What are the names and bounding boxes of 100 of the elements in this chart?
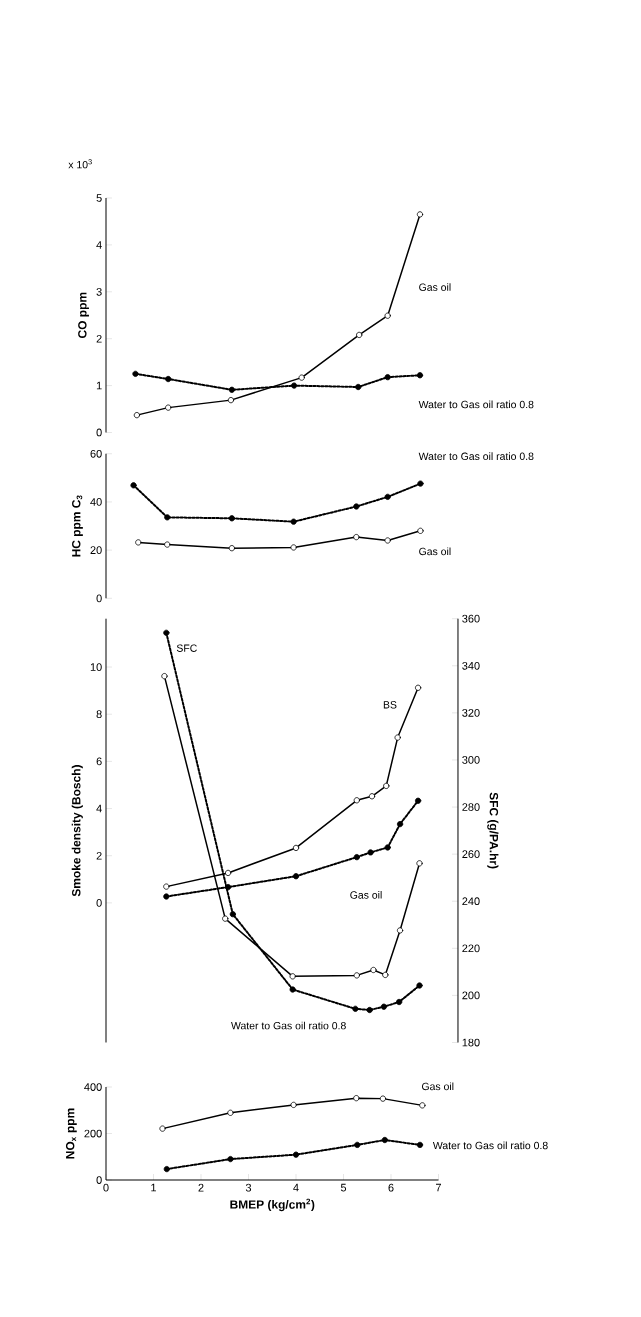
point (356, 331, 363, 339)
x-tick-label: 3 (245, 1183, 252, 1192)
y-tick-label: 6 (96, 757, 102, 766)
y2-tick-label: 180 (462, 1038, 480, 1047)
point (298, 374, 305, 381)
y-tick-label: 4 (96, 804, 102, 813)
point (380, 1003, 387, 1010)
y-tick-label: 0 (96, 899, 102, 907)
point (419, 1102, 426, 1109)
point (163, 883, 170, 890)
x-tick-label: 4 (293, 1183, 299, 1192)
y-tick-label: 1 (96, 381, 102, 390)
y-tick-label: 400 (84, 1083, 102, 1091)
point (379, 1095, 387, 1102)
y-tick-label: 0 (96, 594, 102, 603)
point (163, 1165, 170, 1173)
y-axis-title: CO ppm (78, 292, 89, 338)
point (163, 629, 170, 636)
point (381, 1136, 388, 1144)
point (159, 1125, 166, 1132)
point (395, 998, 403, 1006)
y-axis-title: Smoke density (Bosch) (71, 765, 83, 897)
x-tick-label: 7 (436, 1183, 441, 1192)
point (383, 782, 390, 789)
y2-axis-title: SFC (g/PA.hr) (487, 792, 499, 869)
annotation: Gas oil (419, 283, 451, 291)
point (165, 404, 172, 411)
point (228, 515, 235, 522)
y-tick-label: 8 (96, 710, 102, 719)
y-tick-label: 4 (96, 241, 102, 249)
point (222, 915, 229, 922)
point (164, 541, 171, 548)
x-tick-label: 6 (388, 1183, 394, 1192)
annotation: Gas oil (350, 891, 382, 899)
point (384, 312, 391, 319)
annotation: BS (383, 701, 397, 709)
point (355, 383, 362, 391)
point (384, 537, 391, 544)
point (353, 854, 360, 861)
annotation: Water to Gas oil ratio 0.8 (432, 1141, 548, 1150)
y-tick-label: 200 (84, 1129, 102, 1138)
point (384, 844, 391, 851)
annotation: Water to Gas oil ratio 0.8 (418, 400, 534, 409)
point (352, 1005, 359, 1012)
point (292, 844, 300, 852)
x-tick-label: 1 (151, 1183, 157, 1192)
point (130, 482, 137, 489)
y-tick-label: 2 (96, 851, 102, 860)
y-tick-label: 10 (90, 663, 102, 671)
point (353, 797, 360, 804)
point (368, 793, 376, 800)
point (227, 1155, 234, 1163)
point (290, 518, 297, 525)
annotation: SFC (176, 644, 197, 652)
annotation: Water to Gas oil ratio 0.8 (231, 1021, 346, 1030)
point (224, 869, 232, 877)
y-tick-label: 5 (96, 194, 102, 202)
point (227, 1109, 234, 1116)
point (132, 370, 139, 377)
x-tick-label: 5 (340, 1183, 347, 1192)
point (396, 927, 404, 934)
point (384, 493, 391, 500)
point (414, 797, 422, 804)
y2-tick-label: 360 (462, 614, 480, 623)
x-axis-title: BMEP (kg/cm$^{2}$) (230, 1198, 315, 1212)
point (290, 544, 297, 551)
point (416, 860, 423, 867)
point (353, 1095, 360, 1102)
y-axis-title: NO$_{x}$ ppm (65, 1108, 77, 1159)
annotation: Water to Gas oil ratio 0.8 (418, 452, 534, 461)
point (135, 539, 142, 546)
point (228, 386, 235, 393)
point (414, 684, 422, 691)
annotation: Gas oil (419, 547, 451, 556)
text: x 10$^{3}$ (68, 159, 92, 169)
point (354, 1141, 361, 1148)
y-tick-label: 20 (90, 546, 102, 554)
y2-tick-label: 280 (462, 803, 480, 811)
point (133, 412, 140, 419)
point (229, 911, 236, 918)
point (367, 849, 374, 856)
point (292, 873, 300, 880)
point (290, 1101, 297, 1108)
y2-tick-label: 220 (462, 944, 480, 953)
y2-tick-label: 300 (462, 756, 480, 764)
point (384, 374, 391, 381)
x-tick-label: 2 (198, 1183, 204, 1192)
point (394, 734, 401, 741)
point (163, 893, 170, 900)
point (382, 971, 389, 979)
y-tick-label: 40 (90, 498, 102, 506)
point (396, 821, 404, 828)
y2-tick-label: 240 (462, 897, 480, 906)
point (417, 480, 424, 487)
point (353, 972, 360, 979)
y2-tick-label: 320 (462, 709, 480, 717)
point (416, 1141, 424, 1148)
point (289, 986, 296, 993)
point (228, 545, 235, 552)
y-tick-label: 2 (96, 334, 102, 343)
